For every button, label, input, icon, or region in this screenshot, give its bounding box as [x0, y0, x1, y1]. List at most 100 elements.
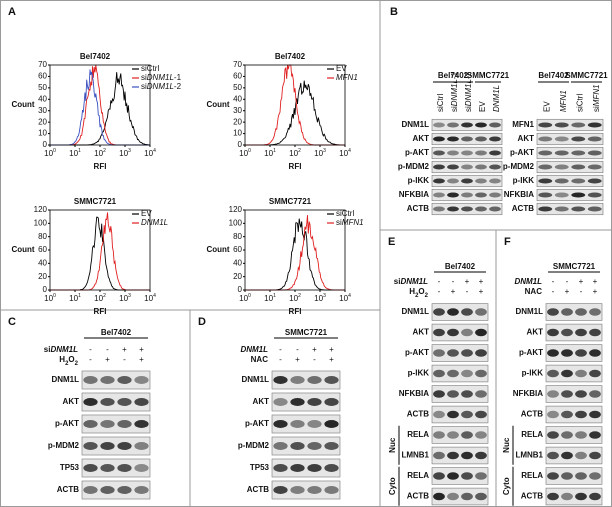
text-part: DNM1L — [141, 218, 168, 227]
band — [290, 464, 305, 472]
band — [461, 410, 473, 419]
band — [575, 410, 587, 419]
row-label: DNM1L — [51, 375, 79, 384]
band — [587, 206, 602, 212]
band — [554, 206, 569, 212]
text-part: NAC — [525, 287, 543, 296]
y-tick-label: 20 — [233, 272, 242, 281]
band — [575, 472, 587, 480]
band — [538, 192, 553, 198]
tick-exponent: 4 — [153, 148, 156, 154]
row-label: RELA — [521, 430, 543, 439]
band — [575, 349, 587, 357]
tick-base: 10 — [94, 149, 103, 158]
y-tick-label: 60 — [38, 72, 47, 81]
section-label: Nuc — [502, 437, 511, 453]
text-part: DNM1L — [492, 85, 501, 112]
x-tick-label: 102 — [289, 293, 301, 303]
row-label: NFKBIA — [399, 389, 429, 398]
band — [100, 398, 115, 406]
band — [447, 390, 459, 398]
condition-sign: + — [329, 355, 334, 364]
tick-base: 10 — [339, 149, 348, 158]
blot-strip — [536, 188, 604, 202]
blot-strip — [431, 426, 489, 444]
band — [273, 464, 288, 472]
x-tick-label: 102 — [94, 293, 106, 303]
band — [587, 192, 602, 198]
text-part: si — [141, 82, 147, 91]
blot-strip — [545, 405, 603, 424]
band — [307, 420, 322, 428]
tick-base: 10 — [119, 294, 128, 303]
band — [489, 122, 501, 128]
band — [447, 308, 459, 316]
band — [554, 122, 569, 128]
y-axis-label: Count — [11, 100, 34, 109]
band — [433, 390, 445, 398]
band — [134, 376, 149, 384]
legend-label: siMFN1 — [336, 218, 364, 227]
band — [324, 486, 339, 494]
band — [134, 442, 149, 450]
legend-label: MFN1 — [336, 73, 358, 82]
band — [475, 349, 487, 357]
y-tick-label: 80 — [233, 232, 242, 241]
band — [561, 369, 573, 378]
condition-label: DNM1L — [514, 277, 542, 286]
row-label: ACTB — [512, 204, 534, 213]
band — [290, 398, 305, 406]
band — [83, 464, 98, 472]
band — [589, 451, 601, 460]
legend-label: siDNM1L-1 — [141, 73, 182, 82]
lane-label: siMFN1 — [592, 84, 601, 112]
tick-exponent: 0 — [248, 148, 251, 154]
band — [117, 486, 132, 494]
band — [83, 376, 98, 384]
band — [489, 150, 501, 156]
lane-label: DNM1L — [492, 85, 501, 112]
band — [475, 308, 487, 316]
y-tick-label: 60 — [233, 245, 242, 254]
row-label: p-AKT — [405, 348, 429, 357]
text-part: O — [418, 287, 424, 296]
band — [447, 328, 459, 337]
row-label: NFKBIA — [504, 190, 534, 199]
band — [324, 464, 339, 472]
x-tick-label: 100 — [44, 293, 56, 303]
row-label: RELA — [407, 471, 429, 480]
y-tick-label: 50 — [38, 83, 47, 92]
band — [571, 122, 586, 128]
y-tick-label: 60 — [38, 245, 47, 254]
band — [134, 486, 149, 494]
condition-sign: - — [438, 277, 441, 286]
tick-exponent: 4 — [348, 293, 351, 299]
blot-strip — [431, 323, 489, 342]
band — [273, 442, 288, 450]
band — [461, 122, 473, 128]
row-label: NFKBIA — [513, 389, 543, 398]
x-tick-label: 102 — [94, 148, 106, 158]
tick-base: 10 — [239, 149, 248, 158]
band — [461, 136, 473, 142]
condition-sign: + — [312, 345, 317, 354]
band — [307, 464, 322, 472]
band — [273, 486, 288, 494]
row-label: DNM1L — [515, 307, 543, 316]
condition-sign: - — [279, 355, 282, 364]
band — [83, 398, 98, 406]
legend-label: EV — [336, 64, 347, 73]
cell-label: Bel7402 — [445, 262, 476, 271]
tick-base: 10 — [44, 149, 53, 158]
band — [475, 492, 487, 501]
row-label: p-MDM2 — [503, 162, 535, 171]
tick-exponent: 0 — [248, 293, 251, 299]
band — [589, 308, 601, 316]
section-label: Cyto — [388, 477, 397, 495]
tick-exponent: 2 — [103, 148, 106, 154]
tick-exponent: 2 — [298, 148, 301, 154]
band — [575, 451, 587, 460]
blot-strip — [536, 160, 604, 174]
band — [589, 410, 601, 419]
